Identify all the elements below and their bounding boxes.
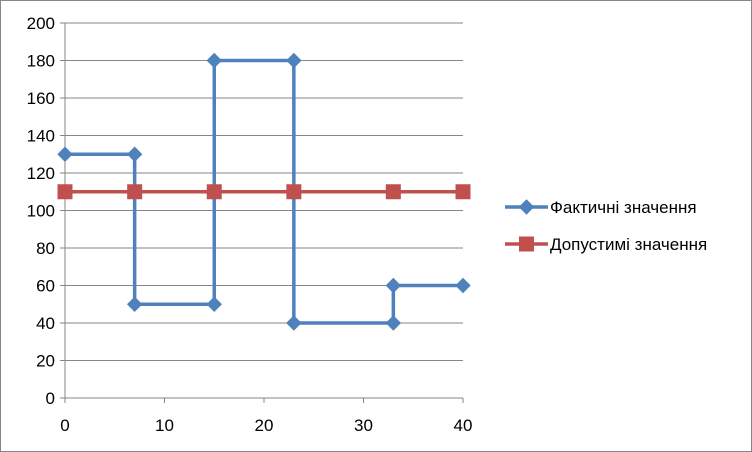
- data-point-square: [127, 184, 143, 200]
- data-point-diamond: [286, 315, 302, 331]
- data-point-square: [519, 236, 534, 252]
- data-point-diamond: [518, 199, 535, 215]
- data-point-square: [455, 184, 471, 200]
- legend-label: Фактичні значення: [550, 198, 697, 217]
- data-point-square: [206, 184, 222, 200]
- series-1: [57, 52, 471, 331]
- y-tick-label: 140: [27, 127, 55, 146]
- x-tick-label: 10: [155, 416, 174, 435]
- x-tick-label: 0: [60, 416, 69, 435]
- data-point-square: [286, 184, 302, 200]
- data-point-diamond: [455, 277, 471, 294]
- y-tick-label: 80: [36, 239, 55, 258]
- legend-label: Допустимі значення: [550, 235, 707, 254]
- data-point-diamond: [126, 296, 143, 312]
- series-2: [57, 184, 471, 200]
- x-tick-label: 20: [255, 416, 274, 435]
- data-point-diamond: [206, 296, 222, 312]
- data-point-diamond: [206, 52, 222, 69]
- legend-item-2: Допустимі значення: [505, 235, 707, 254]
- data-point-diamond: [126, 146, 143, 162]
- y-tick-label: 120: [27, 164, 55, 183]
- data-point-square: [57, 184, 73, 200]
- data-point-diamond: [57, 146, 73, 162]
- x-tick-label: 30: [354, 416, 373, 435]
- series-layer: [57, 52, 471, 331]
- y-tick-label: 100: [27, 202, 55, 221]
- x-tick-label: 40: [454, 416, 473, 435]
- legend: Фактичні значення Допустимі значення: [505, 198, 707, 254]
- series-line: [65, 58, 463, 325]
- y-tick-label: 20: [36, 352, 55, 371]
- data-point-diamond: [286, 52, 302, 69]
- legend-item-1: Фактичні значення: [505, 198, 697, 217]
- data-point-square: [385, 184, 401, 200]
- axes: 0 20 40 60 80 100 120 140 160 180 200 0 10 20 30 40: [27, 14, 473, 435]
- data-point-diamond: [385, 315, 402, 331]
- y-tick-label: 180: [27, 52, 55, 71]
- data-point-diamond: [385, 277, 402, 294]
- y-tick-label: 40: [36, 314, 55, 333]
- y-tick-label: 0: [46, 389, 55, 408]
- y-tick-label: 60: [36, 277, 55, 296]
- y-tick-label: 160: [27, 89, 55, 108]
- y-tick-label: 200: [27, 14, 55, 33]
